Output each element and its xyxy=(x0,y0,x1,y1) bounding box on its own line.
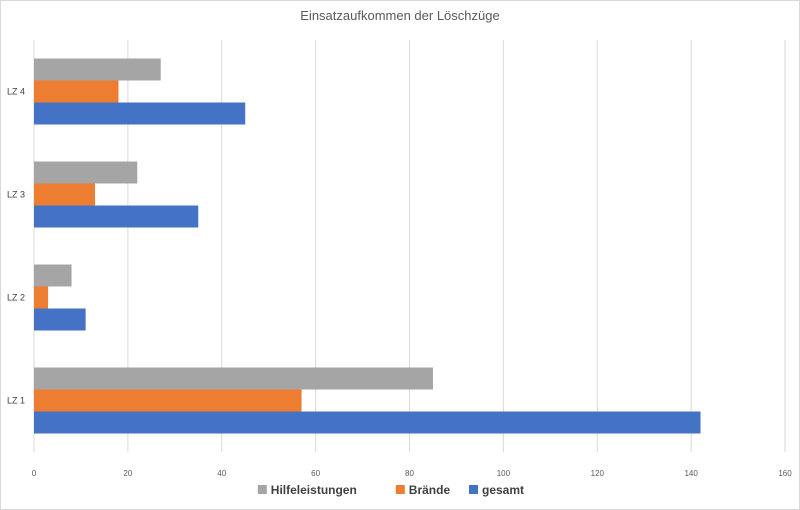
bar-lz1-gesamt[interactable] xyxy=(34,411,701,434)
legend-swatch-brände xyxy=(395,485,405,494)
tick-label-60: 60 xyxy=(311,469,320,478)
tick-label-80: 80 xyxy=(405,469,414,478)
legend[interactable]: Hilfeleistungen Brände gesamt xyxy=(257,483,524,497)
bars xyxy=(34,58,701,434)
bar-lz4-hilfeleistungen[interactable] xyxy=(34,58,161,81)
category-labels: LZ 1 LZ 2 LZ 3 LZ 4 xyxy=(7,87,25,406)
bar-lz3-brände[interactable] xyxy=(34,183,96,206)
tick-label-160: 160 xyxy=(778,469,792,478)
tick-label-20: 20 xyxy=(123,469,132,478)
legend-label-hilfeleistungen[interactable]: Hilfeleistungen xyxy=(271,483,357,497)
tick-label-0: 0 xyxy=(32,469,37,478)
tick-label-100: 100 xyxy=(497,469,511,478)
legend-label-gesamt[interactable]: gesamt xyxy=(482,483,524,497)
legend-swatch-hilfeleistungen xyxy=(257,485,267,494)
category-label-lz2: LZ 2 xyxy=(7,293,25,303)
tick-label-120: 120 xyxy=(591,469,605,478)
bar-lz2-gesamt[interactable] xyxy=(34,308,86,331)
bar-lz4-gesamt[interactable] xyxy=(34,102,246,125)
bar-lz3-gesamt[interactable] xyxy=(34,205,199,228)
category-label-lz3: LZ 3 xyxy=(7,190,25,200)
bar-lz4-brände[interactable] xyxy=(34,80,119,103)
bar-lz3-hilfeleistungen[interactable] xyxy=(34,161,138,184)
bar-lz2-hilfeleistungen[interactable] xyxy=(34,264,72,287)
tick-label-140: 140 xyxy=(684,469,698,478)
legend-label-brände[interactable]: Brände xyxy=(409,483,451,497)
legend-swatch-gesamt xyxy=(469,485,478,494)
bar-lz1-brände[interactable] xyxy=(34,389,302,412)
chart-title: Einsatzaufkommen der Löschzüge xyxy=(300,8,499,23)
bar-lz1-hilfeleistungen[interactable] xyxy=(34,367,433,390)
x-axis-ticks: 0 20 40 60 80 100 120 140 160 xyxy=(32,469,792,478)
tick-label-40: 40 xyxy=(217,469,226,478)
category-label-lz4: LZ 4 xyxy=(7,87,25,97)
bar-lz2-brände[interactable] xyxy=(34,286,49,309)
category-label-lz1: LZ 1 xyxy=(7,396,25,406)
